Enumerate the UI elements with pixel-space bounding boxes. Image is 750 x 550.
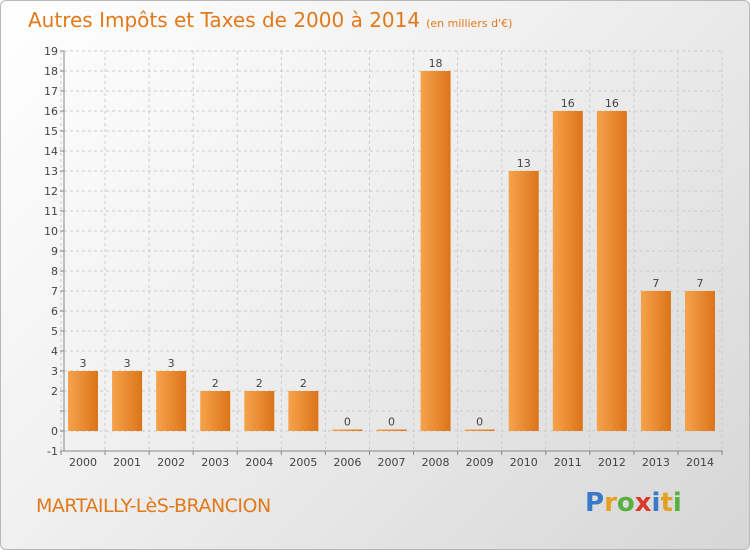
bars [68,71,715,431]
y-tick-label: 8 [51,265,58,278]
data-label: 0 [388,416,395,429]
y-tick-label: 10 [44,225,58,238]
x-tick-label: 2011 [554,456,582,469]
bar [332,429,363,431]
chart-title: Autres Impôts et Taxes de 2000 à 2014 (en… [28,8,512,32]
logo-letter: t [660,488,673,518]
logo-letter: o [616,488,635,518]
data-label: 2 [212,377,219,390]
x-tick-label: 2004 [245,456,273,469]
data-label: 2 [256,377,263,390]
bar [156,371,187,431]
x-tick-label: 2005 [289,456,317,469]
bar [640,291,671,431]
data-label: 7 [697,277,704,290]
bar [68,371,98,431]
y-tick-label: -1 [47,445,58,458]
proxiti-logo: Proxiti [585,488,682,518]
chart-title-text: Autres Impôts et Taxes de 2000 à 2014 [28,8,421,32]
y-tick-label: 7 [51,285,58,298]
data-label: 16 [605,97,619,110]
logo-letter: r [604,488,617,518]
data-label: 7 [652,277,659,290]
bar [288,391,319,431]
labels: -102345678910111213141516171819320003200… [44,45,714,469]
y-tick-label: 2 [51,385,58,398]
commune-name: MARTAILLY-LèS-BRANCION [36,495,271,517]
x-tick-label: 2003 [201,456,229,469]
logo-letter: x [634,488,652,518]
y-tick-label: 15 [44,125,58,138]
y-tick-label: 3 [51,365,58,378]
x-tick-label: 2007 [378,456,406,469]
y-tick-label: 18 [44,65,58,78]
axes [60,50,723,455]
bar [420,71,451,431]
y-tick-label: 17 [44,85,58,98]
y-tick-label: 9 [51,245,58,258]
x-tick-label: 2006 [333,456,361,469]
bar [244,391,275,431]
data-label: 3 [168,357,175,370]
logo-letter: i [651,488,661,518]
bar [508,171,539,431]
data-label: 2 [300,377,307,390]
bar [596,111,627,431]
data-label: 0 [344,416,351,429]
data-label: 13 [517,157,531,170]
x-tick-label: 2014 [686,456,714,469]
y-tick-label: 4 [51,345,58,358]
y-tick-label: 14 [44,145,58,158]
y-tick-label: 19 [44,45,58,58]
data-label: 0 [476,416,483,429]
y-tick-label: 5 [51,325,58,338]
x-tick-label: 2009 [466,456,494,469]
data-label: 3 [124,357,131,370]
x-tick-label: 2010 [510,456,538,469]
y-tick-label: 0 [51,425,58,438]
bar [376,429,407,431]
logo-letter: i [672,488,682,518]
chart-subtitle: (en milliers d'€) [426,17,513,30]
bar [685,291,715,431]
y-tick-label: 16 [44,105,58,118]
y-tick-label: 12 [44,185,58,198]
bar [464,429,495,431]
x-tick-label: 2001 [113,456,141,469]
y-tick-label: 6 [51,305,58,318]
x-tick-label: 2002 [157,456,185,469]
x-tick-label: 2013 [642,456,670,469]
bar [552,111,583,431]
data-label: 18 [429,57,443,70]
y-tick-label: 11 [44,205,58,218]
bar [112,371,143,431]
data-label: 16 [561,97,575,110]
data-label: 3 [80,357,87,370]
x-tick-label: 2000 [69,456,97,469]
bar [200,391,231,431]
x-tick-label: 2008 [422,456,450,469]
x-tick-label: 2012 [598,456,626,469]
y-tick-label: 13 [44,165,58,178]
logo-letter: P [585,488,605,518]
